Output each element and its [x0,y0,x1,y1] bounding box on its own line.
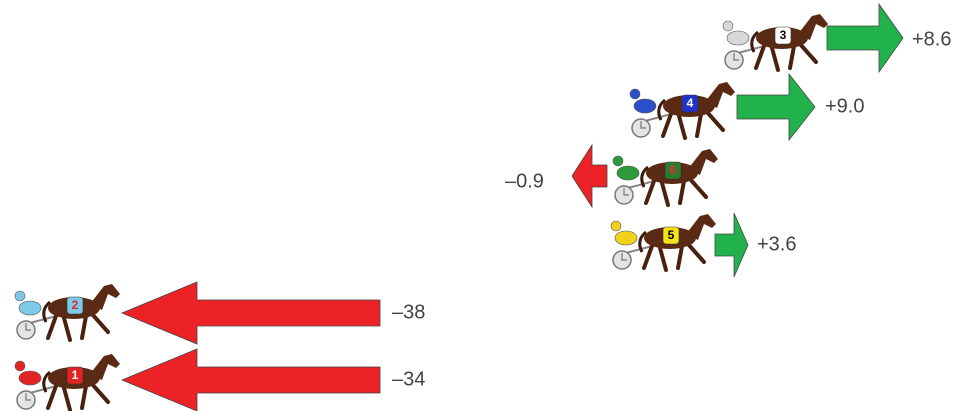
change-arrow [122,349,380,411]
driver-body [615,231,637,245]
change-arrow [737,74,815,140]
driver-helmet [723,21,733,31]
change-label: –38 [392,301,425,323]
change-arrow [572,145,607,207]
driver-helmet [15,361,25,371]
driver-body [19,301,41,315]
change-label: –34 [392,368,425,390]
horse-head [705,82,735,108]
saddle-number: 3 [780,28,787,42]
driver-body [634,99,656,113]
driver-helmet [611,221,621,231]
horse-head [686,214,716,240]
change-label: +3.6 [757,233,796,255]
saddle-number: 6 [670,163,677,177]
saddle-number: 2 [72,298,79,312]
horse-5: 1 [15,354,120,410]
horse-head [798,14,828,40]
horse-head [688,149,718,175]
driver-body [727,31,749,45]
horse-0: 3 [723,14,828,70]
horse-2: 6 [613,149,718,205]
saddle-number: 4 [687,96,694,110]
horse-head [90,354,120,380]
saddle-number: 5 [668,228,675,242]
saddle-number: 1 [72,368,79,382]
horse-head [90,284,120,310]
change-arrow [122,282,380,344]
driver-body [19,371,41,385]
change-label: +8.6 [912,28,951,50]
horse-4: 2 [15,284,120,340]
change-label: +9.0 [825,95,864,117]
change-arrow [827,4,903,72]
change-label: –0.9 [505,170,544,192]
driver-helmet [613,156,623,166]
driver-body [617,166,639,180]
race-diagram: 3 +8.6 4 +9.0 6 –0.9 5 +3.6 2 –38 1 –34 [0,0,967,411]
change-arrow [715,213,748,277]
driver-helmet [630,89,640,99]
horse-1: 4 [630,82,735,138]
driver-helmet [15,291,25,301]
horse-3: 5 [611,214,716,270]
